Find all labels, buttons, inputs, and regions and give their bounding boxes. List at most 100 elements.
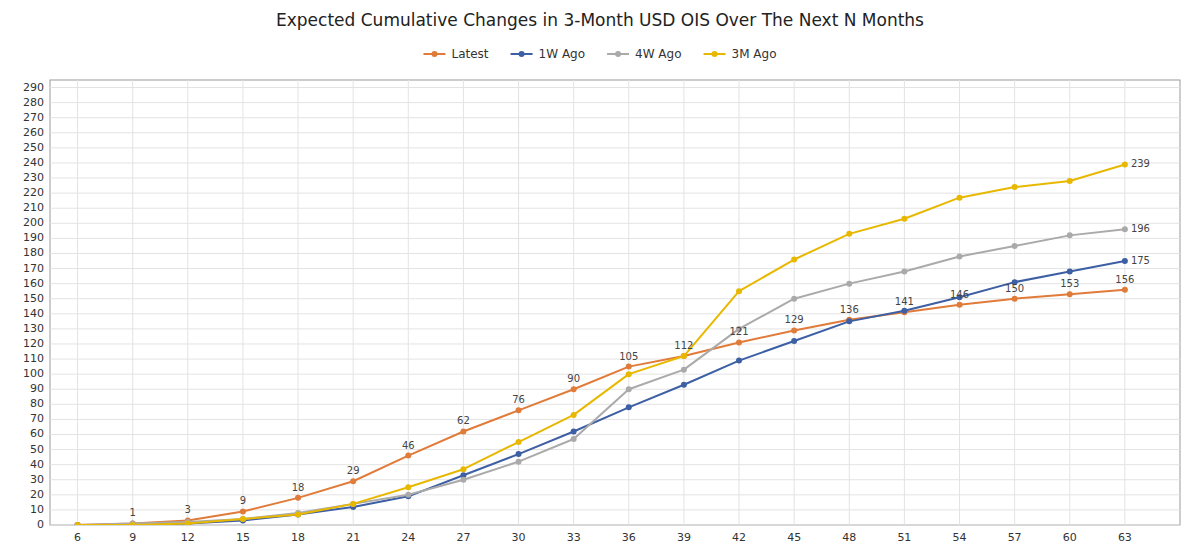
series-marker [1067, 269, 1073, 275]
series-marker [516, 459, 522, 465]
x-grid-line [77, 80, 78, 525]
y-grid-line [50, 268, 1180, 269]
data-area [75, 161, 1128, 525]
y-grid-line [50, 343, 1180, 344]
legend-label: Latest [451, 47, 488, 61]
y-tick-label: 80 [30, 397, 44, 410]
x-tick-label: 45 [787, 531, 801, 544]
y-tick-label: 20 [30, 488, 44, 501]
y-tick-label: 240 [23, 156, 44, 169]
legend-item: 4W Ago [607, 47, 681, 61]
annotation: 1 [129, 507, 135, 518]
axes: 0102030405060708090100110120130140150160… [23, 81, 1132, 544]
y-tick-label: 100 [23, 367, 44, 380]
y-grid-line [50, 162, 1180, 163]
series-marker [846, 231, 852, 237]
series-marker [571, 436, 577, 442]
annotation: 175 [1131, 255, 1150, 266]
y-tick-label: 180 [23, 246, 44, 259]
series-marker [240, 516, 246, 522]
legend-swatch-marker [431, 51, 437, 57]
x-tick-label: 27 [456, 531, 470, 544]
series-marker [681, 382, 687, 388]
x-tick-label: 63 [1118, 531, 1132, 544]
y-tick-label: 160 [23, 277, 44, 290]
y-tick-label: 250 [23, 141, 44, 154]
y-tick-label: 10 [30, 503, 44, 516]
series-line [78, 261, 1125, 525]
y-tick-label: 40 [30, 458, 44, 471]
x-tick-label: 12 [181, 531, 195, 544]
series-marker [1122, 287, 1128, 293]
series-marker [1122, 161, 1128, 167]
x-grid-line [518, 80, 519, 525]
y-grid-line [50, 117, 1180, 118]
series-marker [791, 338, 797, 344]
y-tick-label: 230 [23, 171, 44, 184]
y-grid-line [50, 193, 1180, 194]
series-line [78, 164, 1125, 525]
series-marker [957, 253, 963, 259]
y-grid-line [50, 419, 1180, 420]
x-grid-line [353, 80, 354, 525]
series-marker [295, 495, 301, 501]
y-grid-line [50, 253, 1180, 254]
series-marker [681, 367, 687, 373]
y-tick-label: 130 [23, 322, 44, 335]
x-grid-line [849, 80, 850, 525]
series-marker [1067, 232, 1073, 238]
y-grid-line [50, 449, 1180, 450]
y-tick-label: 70 [30, 412, 44, 425]
y-tick-label: 110 [23, 352, 44, 365]
chart: 0102030405060708090100110120130140150160… [0, 0, 1200, 555]
series-marker [350, 478, 356, 484]
series-marker [516, 439, 522, 445]
series-marker [295, 511, 301, 517]
series-marker [1012, 296, 1018, 302]
y-grid-line [50, 178, 1180, 179]
x-grid-line [298, 80, 299, 525]
y-tick-label: 200 [23, 216, 44, 229]
x-tick-label: 9 [129, 531, 136, 544]
annotations: 1391829466276901051121211291361411461501… [129, 158, 1149, 518]
y-tick-label: 150 [23, 292, 44, 305]
x-tick-label: 6 [74, 531, 81, 544]
y-tick-label: 210 [23, 201, 44, 214]
x-tick-label: 57 [1008, 531, 1022, 544]
series-marker [75, 522, 81, 525]
x-grid-line [1069, 80, 1070, 525]
series-marker [405, 492, 411, 498]
y-grid-line [50, 238, 1180, 239]
y-tick-label: 280 [23, 96, 44, 109]
y-grid-line [50, 223, 1180, 224]
y-tick-label: 270 [23, 111, 44, 124]
series-marker [460, 466, 466, 472]
series-marker [846, 318, 852, 324]
y-tick-label: 140 [23, 307, 44, 320]
annotation: 239 [1131, 158, 1150, 169]
annotation: 129 [785, 314, 804, 325]
x-tick-label: 21 [346, 531, 360, 544]
y-grid-line [50, 374, 1180, 375]
series-marker [130, 522, 136, 525]
legend-swatch-marker [615, 51, 621, 57]
x-grid-line [242, 80, 243, 525]
grid [50, 80, 1180, 525]
series-marker [1012, 243, 1018, 249]
y-grid-line [50, 132, 1180, 133]
x-tick-label: 30 [512, 531, 526, 544]
y-grid-line [50, 313, 1180, 314]
series-marker [516, 451, 522, 457]
annotation: 76 [512, 394, 525, 405]
series-marker [1122, 226, 1128, 232]
x-tick-label: 39 [677, 531, 691, 544]
annotation: 156 [1115, 274, 1134, 285]
series-marker [791, 327, 797, 333]
y-tick-label: 90 [30, 382, 44, 395]
annotation: 46 [402, 440, 415, 451]
y-tick-label: 30 [30, 473, 44, 486]
series-marker [791, 296, 797, 302]
legend-swatch-marker [712, 51, 718, 57]
y-tick-label: 120 [23, 337, 44, 350]
annotation: 150 [1005, 283, 1024, 294]
